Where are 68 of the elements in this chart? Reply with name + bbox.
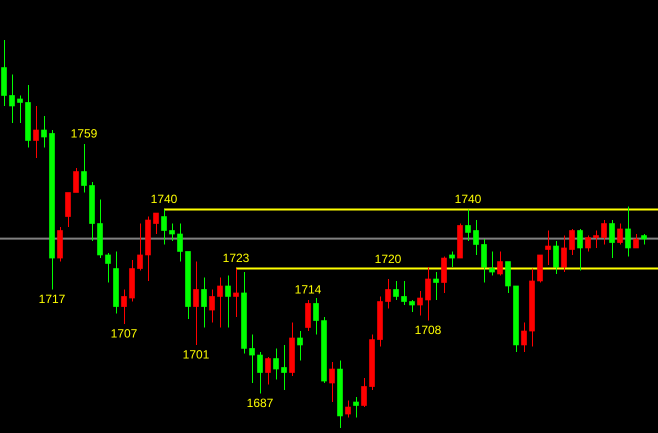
candlestick [73,168,79,193]
candlestick [169,223,175,242]
candlestick [33,105,39,158]
candlestick [401,280,407,306]
candlestick [217,276,223,328]
candlestick [569,228,575,256]
candlestick [273,348,279,380]
candlestick [425,266,431,322]
candlestick [121,288,127,325]
candlestick [137,223,143,271]
candlestick [249,334,255,384]
candlestick [361,377,367,408]
candlestick [345,400,351,418]
candlestick [449,250,455,268]
candlestick [225,275,231,328]
annotation: 1708 [414,322,442,337]
candlestick [281,344,287,390]
candlestick [641,234,647,245]
candlestick [81,143,87,193]
candlestick [473,220,479,256]
annotation: 1759 [70,126,98,140]
annotation: 1740 [454,192,482,206]
candlestick [481,238,487,283]
candlestick [393,280,399,300]
candlestick [153,212,159,234]
candlestick [433,272,439,300]
candlestick [497,250,503,276]
candlestick [561,235,567,273]
candlestick [105,252,111,283]
annotation: 1687 [246,396,274,410]
candlestick [209,288,215,323]
candlestick [9,74,15,124]
candlestick [353,396,359,418]
candlestick [161,209,167,245]
candlestick [633,234,639,248]
annotation: 1723 [222,250,250,265]
candlestick [265,356,271,386]
candlestick [193,261,199,346]
candlestick [297,330,303,361]
candlestick [625,206,631,258]
candlestick [409,299,415,312]
candlestick [521,322,527,352]
candlestick [609,220,615,259]
annotation: 1717 [38,292,66,306]
candlestick [313,298,319,335]
candlestick [177,223,183,262]
candlestick [417,290,423,316]
candlestick [41,116,47,148]
annotation: 1720 [374,252,402,266]
candlestick [553,240,559,274]
candlestick [257,351,263,394]
candlestick [233,268,239,318]
annotation: 1714 [294,282,322,296]
candlestick [385,278,391,309]
candlestick [617,223,623,245]
candlestick [329,362,335,403]
candlestick [17,94,23,124]
candlestick [593,230,599,248]
annotation: 1707 [110,326,138,340]
candlestick [545,230,551,266]
candlestick [601,220,607,245]
annotation: 1740 [150,192,178,206]
candlestick [201,276,207,328]
candlestick [465,209,471,242]
annotation: 1701 [182,347,210,362]
candlestick [577,228,583,271]
candlestick [489,250,495,276]
candlestick [585,235,591,252]
